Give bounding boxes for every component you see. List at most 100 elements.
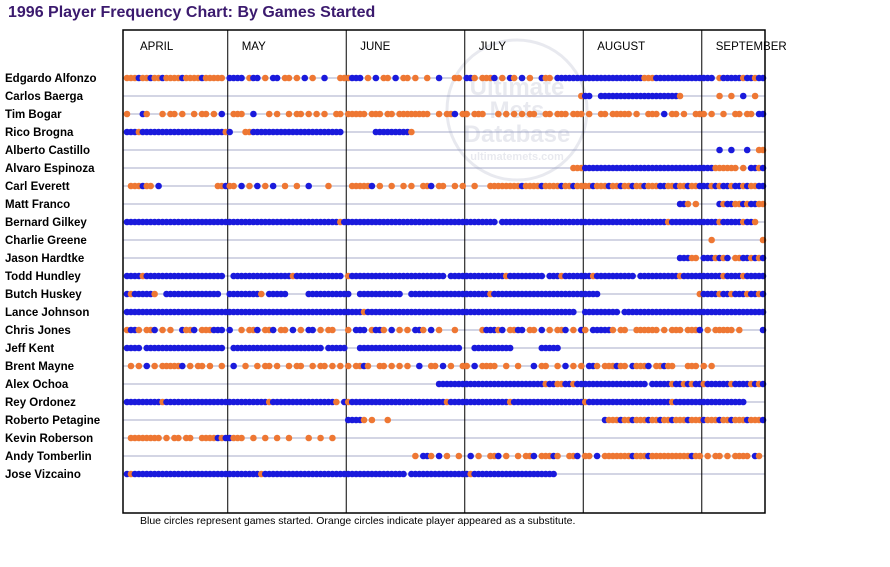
game-substitute-marker — [309, 362, 316, 370]
game-substitute-marker — [491, 362, 498, 370]
month-label: APRIL — [140, 41, 174, 53]
game-substitute-marker — [384, 416, 392, 424]
game-substitute-marker — [720, 110, 727, 118]
game-started-marker — [641, 380, 648, 388]
game-started-marker — [317, 344, 324, 352]
player-label: Rey Ordonez — [5, 397, 76, 409]
game-started-marker — [337, 128, 344, 136]
game-started-marker — [530, 452, 538, 460]
game-started-marker — [585, 92, 593, 100]
game-started-marker — [562, 362, 569, 370]
month-label: MAY — [242, 41, 266, 53]
game-substitute-marker — [218, 362, 226, 370]
game-started-marker — [218, 326, 226, 334]
game-started-marker — [518, 326, 526, 334]
game-substitute-marker — [400, 182, 407, 190]
watermark-line3: Database — [464, 121, 571, 148]
game-substitute-marker — [261, 74, 269, 82]
game-substitute-marker — [510, 110, 518, 118]
game-substitute-marker — [495, 110, 502, 118]
game-started-marker — [289, 326, 297, 334]
game-substitute-marker — [447, 362, 455, 370]
game-substitute-marker — [653, 110, 660, 118]
game-substitute-marker — [281, 182, 289, 190]
player-label: Carl Everett — [5, 181, 70, 193]
game-substitute-marker — [190, 110, 198, 118]
game-substitute-marker — [510, 74, 518, 82]
game-substitute-marker — [546, 326, 553, 334]
game-substitute-marker — [751, 92, 759, 100]
player-label: Alberto Castillo — [5, 145, 90, 157]
game-substitute-marker — [364, 362, 372, 370]
game-substitute-marker — [708, 236, 715, 244]
player-label: Jeff Kent — [5, 343, 54, 355]
game-substitute-marker — [210, 110, 218, 118]
game-substitute-marker — [692, 200, 700, 208]
game-substitute-marker — [502, 362, 510, 370]
game-substitute-marker — [325, 182, 332, 190]
game-substitute-marker — [455, 74, 463, 82]
game-substitute-marker — [198, 362, 206, 370]
game-substitute-marker — [696, 452, 704, 460]
game-substitute-marker — [242, 362, 249, 370]
month-label: AUGUST — [597, 41, 645, 53]
game-substitute-marker — [396, 362, 403, 370]
game-substitute-marker — [305, 434, 313, 442]
player-label: Rico Brogna — [5, 127, 74, 139]
game-substitute-marker — [206, 362, 214, 370]
game-started-marker — [301, 74, 309, 82]
game-substitute-marker — [502, 452, 510, 460]
month-label: SEPTEMBER — [716, 41, 787, 53]
game-started-marker — [190, 326, 198, 334]
player-label: Matt Franco — [5, 199, 70, 211]
game-substitute-marker — [475, 452, 482, 460]
player-label: Jason Hardtke — [5, 253, 84, 265]
player-label: Tim Bogar — [5, 109, 62, 121]
game-substitute-marker — [502, 110, 510, 118]
game-substitute-marker — [451, 182, 459, 190]
game-substitute-marker — [419, 326, 427, 334]
game-started-marker — [218, 110, 226, 118]
player-label: Butch Huskey — [5, 289, 82, 301]
game-substitute-marker — [297, 326, 305, 334]
game-substitute-marker — [396, 326, 403, 334]
game-substitute-marker — [633, 110, 640, 118]
game-substitute-marker — [218, 74, 226, 82]
game-started-marker — [427, 182, 435, 190]
player-label: Bernard Gilkey — [5, 217, 87, 229]
game-substitute-marker — [147, 182, 154, 190]
game-substitute-marker — [680, 110, 688, 118]
chart-title: 1996 Player Frequency Chart: By Games St… — [8, 4, 376, 21]
game-started-marker — [498, 326, 506, 334]
game-started-marker — [273, 74, 281, 82]
game-started-marker — [230, 362, 237, 370]
game-substitute-marker — [593, 362, 601, 370]
game-substitute-marker — [435, 326, 443, 334]
game-substitute-marker — [463, 362, 471, 370]
game-substitute-marker — [728, 92, 735, 100]
game-started-marker — [250, 110, 257, 118]
player-label: Alvaro Espinoza — [5, 163, 95, 175]
game-substitute-marker — [471, 182, 478, 190]
player-label: Kevin Roberson — [5, 433, 93, 445]
game-substitute-marker — [404, 326, 411, 334]
game-substitute-marker — [305, 110, 313, 118]
game-started-marker — [218, 272, 226, 280]
game-started-marker — [645, 362, 652, 370]
player-label: Jose Vizcaino — [5, 469, 81, 481]
game-started-marker — [309, 326, 316, 334]
game-substitute-marker — [585, 452, 593, 460]
game-substitute-marker — [309, 74, 316, 82]
game-started-marker — [368, 182, 376, 190]
game-substitute-marker — [273, 434, 281, 442]
game-substitute-marker — [285, 74, 293, 82]
game-started-marker — [696, 326, 704, 334]
game-started-marker — [593, 452, 601, 460]
game-substitute-marker — [736, 110, 743, 118]
game-substitute-marker — [155, 434, 162, 442]
game-substitute-marker — [542, 362, 550, 370]
month-dividers — [227, 30, 703, 513]
game-substitute-marker — [431, 362, 439, 370]
game-substitute-marker — [163, 434, 170, 442]
